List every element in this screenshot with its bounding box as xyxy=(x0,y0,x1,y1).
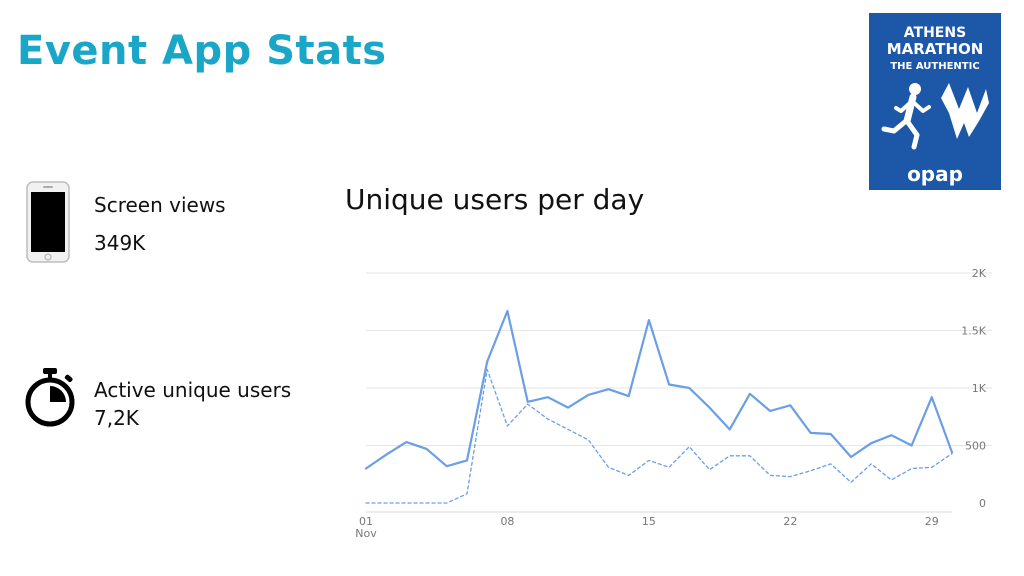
series-line-dashed xyxy=(365,368,953,504)
y-tick-label: 2K xyxy=(972,267,987,280)
logo-line-2: MARATHON xyxy=(887,40,984,58)
smartphone-icon xyxy=(26,181,70,263)
x-tick-label: 29 xyxy=(925,515,939,528)
series-line-solid xyxy=(364,309,954,470)
y-tick-label: 500 xyxy=(965,440,986,453)
runner-icon xyxy=(881,83,931,150)
x-tick-label: 22 xyxy=(783,515,797,528)
logo-background xyxy=(869,13,1001,190)
x-tick-sublabel: Nov xyxy=(355,527,377,540)
logo-line-1: ATHENS xyxy=(904,25,966,41)
active-users-value: 7,2K xyxy=(94,406,139,430)
x-tick-label: 01 xyxy=(359,515,373,528)
x-tick-label: 08 xyxy=(500,515,514,528)
athens-marathon-logo: ATHENS MARATHON THE AUTHENTIC opap xyxy=(869,13,1001,190)
x-tick-label: 15 xyxy=(642,515,656,528)
active-users-label: Active unique users xyxy=(94,378,292,402)
chart-title: Unique users per day xyxy=(345,183,645,216)
screen-views-label: Screen views xyxy=(94,193,226,217)
stopwatch-icon xyxy=(25,368,75,427)
logo-brand: opap xyxy=(907,162,963,186)
marathon-mark-icon xyxy=(941,83,989,139)
screen-views-value: 349K xyxy=(94,231,146,255)
y-tick-label: 1K xyxy=(972,382,987,395)
logo-line-3: THE AUTHENTIC xyxy=(890,61,979,72)
y-tick-label: 1.5K xyxy=(961,325,986,338)
page-title: Event App Stats xyxy=(17,28,387,74)
y-tick-label: 0 xyxy=(979,497,986,510)
